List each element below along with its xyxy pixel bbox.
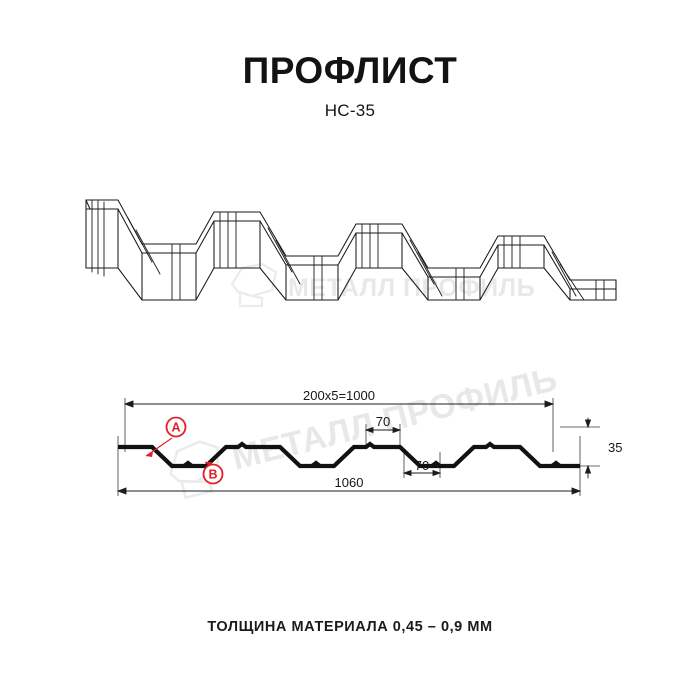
dimension-label-height: 35 [608,440,622,455]
profile-trough-ribs [182,460,562,468]
material-thickness-note: ТОЛЩИНА МАТЕРИАЛА 0,45 – 0,9 ММ [207,619,493,635]
dimension-overall-width [116,487,582,495]
dimension-lines [116,400,592,495]
dimension-trough-width [402,469,442,477]
callout-a-label: A [171,421,180,435]
profile-outline [118,441,580,469]
sheet-3d-geometry [85,199,617,301]
dimension-label-working-width: 200x5=1000 [303,388,375,403]
dimension-working-width [123,400,555,408]
callout-b-label: B [208,468,217,482]
callout-b: B [202,461,224,485]
dimension-label-crest-width: 70 [376,414,390,429]
dimension-height [584,417,592,479]
dimension-label-overall-width: 1060 [335,475,364,490]
dimension-crest-width [364,426,402,434]
footer: ТОЛЩИНА МАТЕРИАЛА 0,45 – 0,9 ММ [0,618,700,636]
callout-a: A [145,416,187,457]
